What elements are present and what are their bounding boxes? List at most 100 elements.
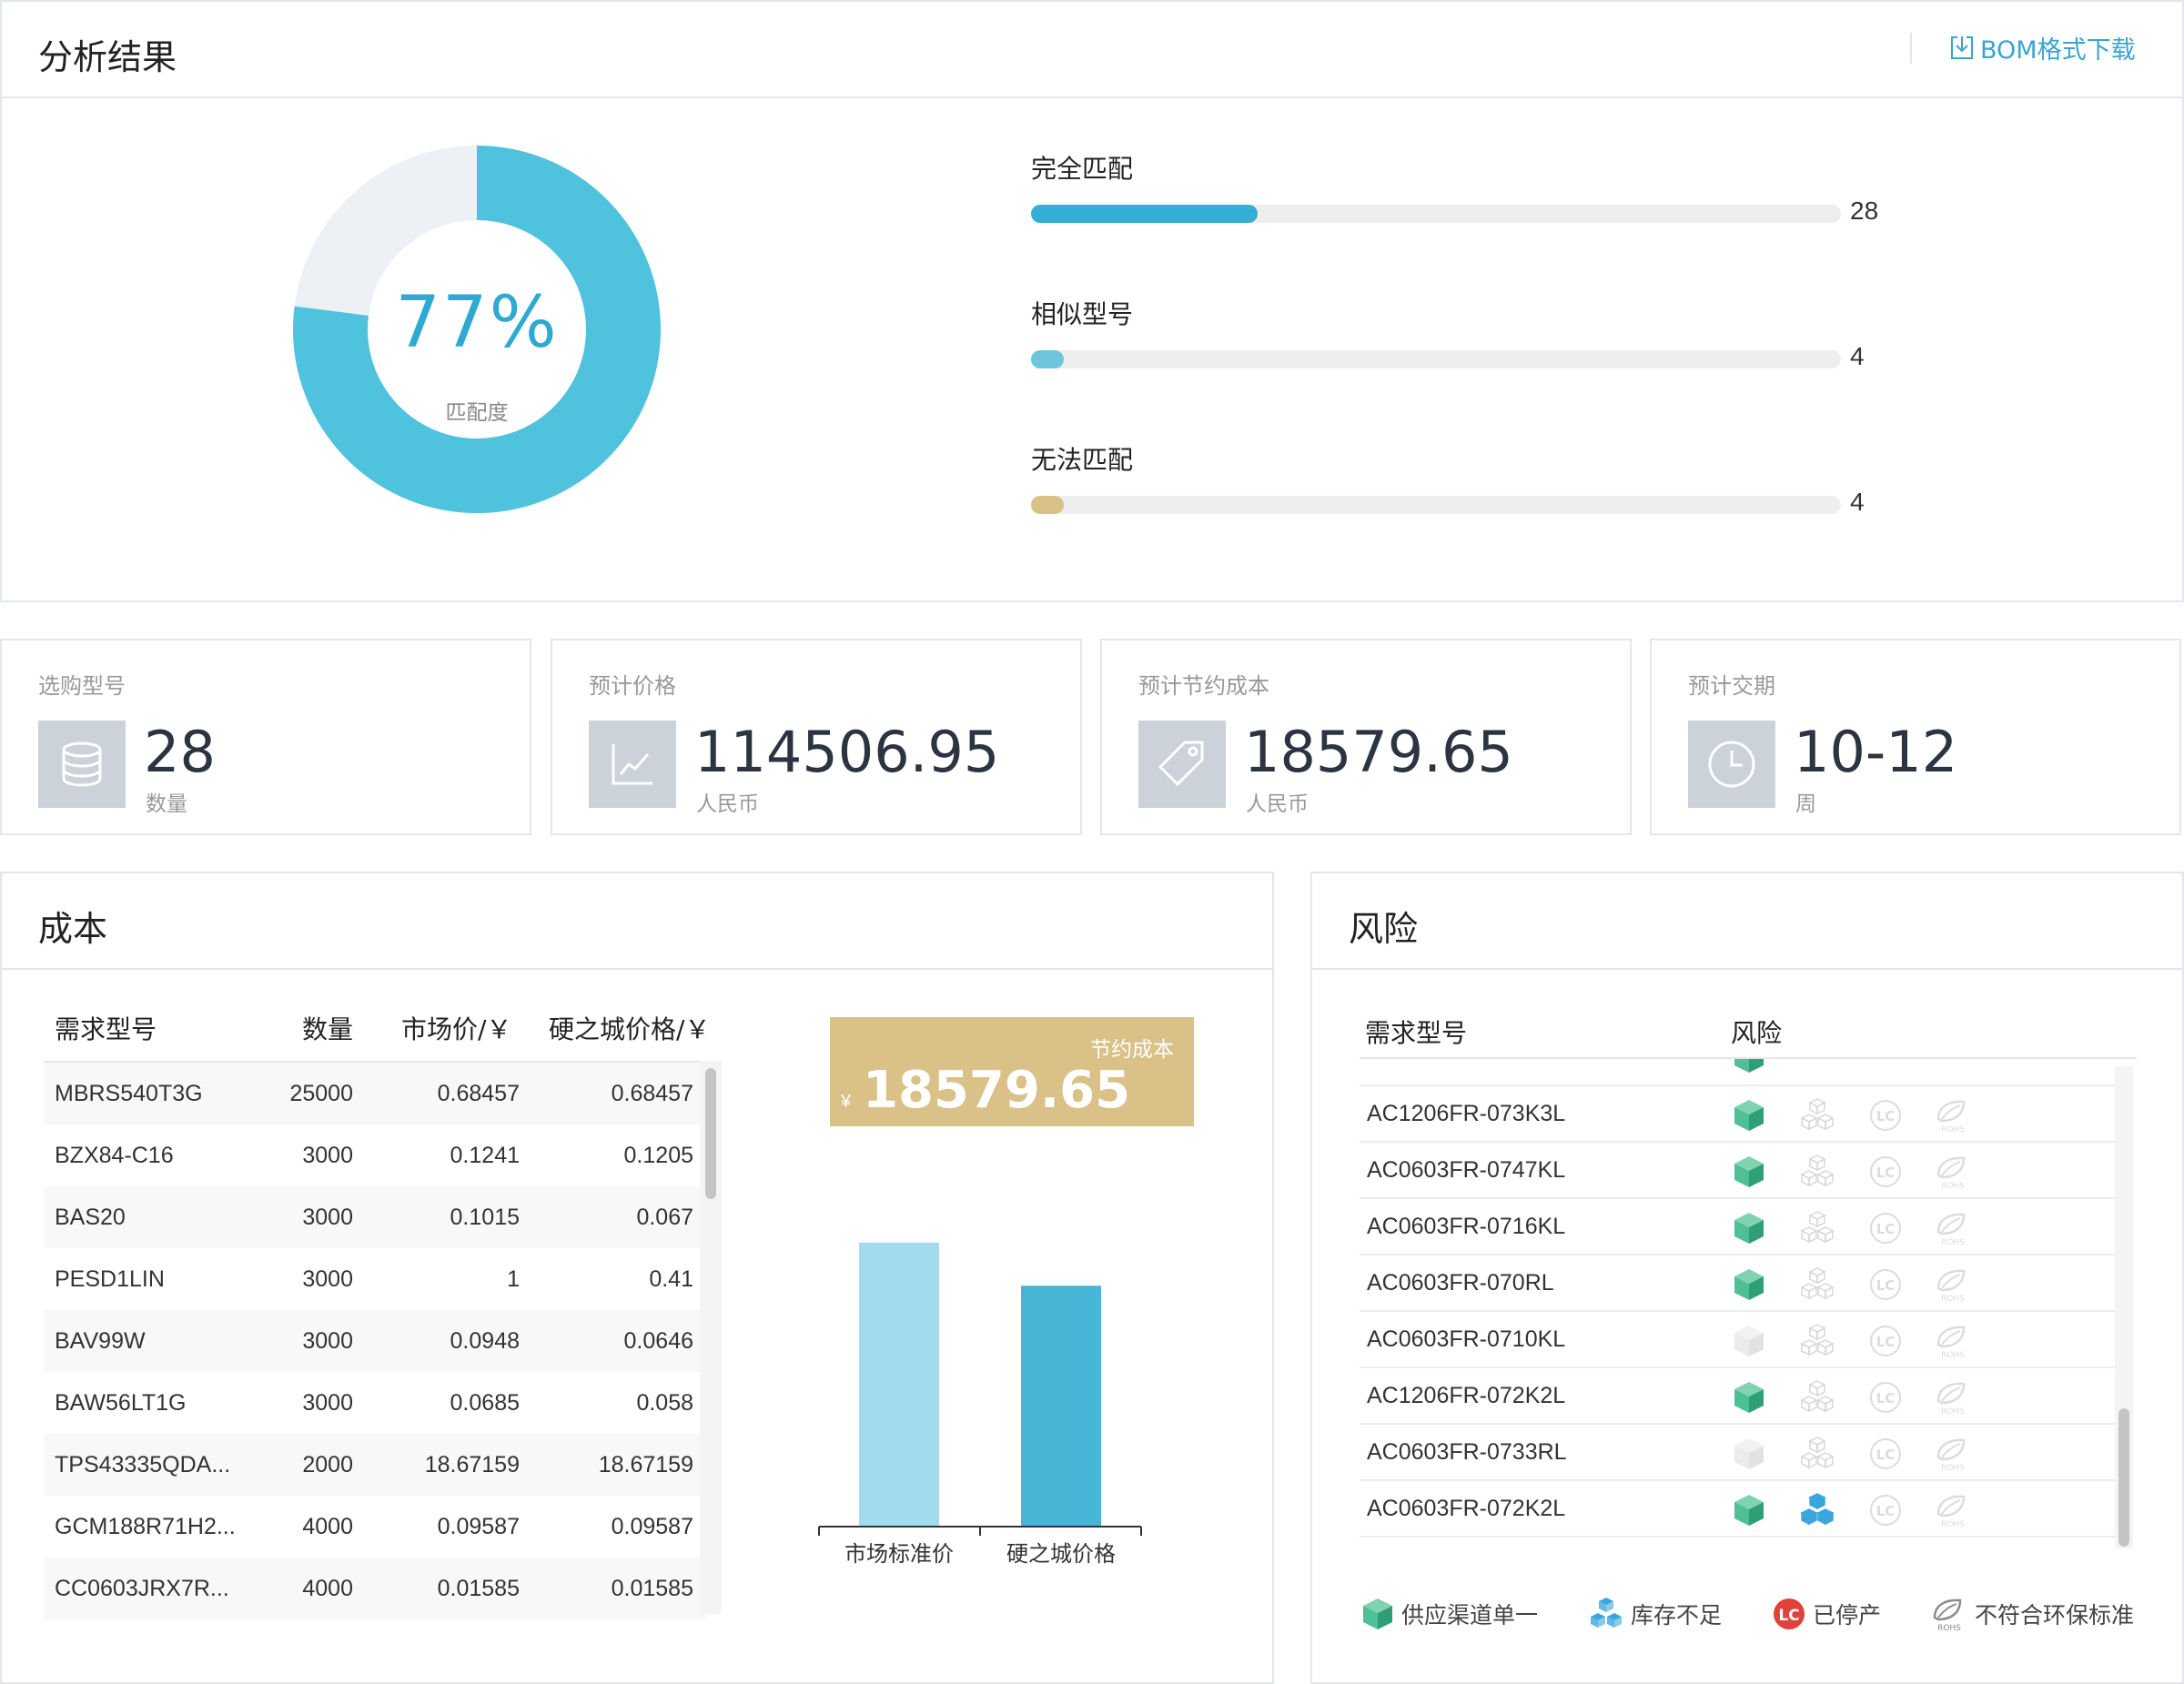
chart-bar bbox=[859, 1242, 939, 1527]
low-stock-icon bbox=[1798, 1323, 1835, 1359]
risk-scrollbar-thumb[interactable] bbox=[2118, 1408, 2129, 1547]
table-row[interactable]: BAW56LT1G 3000 0.0685 0.058 bbox=[44, 1372, 706, 1434]
risk-part-number: AC0603FR-0716KL bbox=[1367, 1214, 1566, 1239]
cell-market-price: 18.67159 bbox=[424, 1452, 520, 1477]
match-bar-track bbox=[1031, 350, 1841, 368]
discontinued-lc-icon: LC bbox=[1867, 1492, 1904, 1528]
rohs-leaf-icon: ROHS bbox=[1933, 1492, 1969, 1529]
stat-label: 预计价格 bbox=[589, 673, 676, 699]
legend-label: 不符合环保标准 bbox=[1975, 1602, 2135, 1629]
risk-part-number: AC0603FR-070RL bbox=[1367, 1270, 1554, 1296]
column-header: 需求型号 bbox=[55, 1014, 157, 1044]
match-label: 无法匹配 bbox=[1031, 445, 1134, 475]
risk-row[interactable]: AC0603FR-0716KL LC ROHS bbox=[1360, 1199, 2133, 1255]
svg-text:ROHS: ROHS bbox=[1941, 1238, 1965, 1246]
chart-category-label: 市场标准价 bbox=[844, 1541, 954, 1567]
rohs-leaf-icon: ROHS bbox=[1933, 1210, 1969, 1247]
single-source-icon bbox=[1731, 1097, 1767, 1134]
table-header-divider bbox=[44, 1061, 721, 1063]
table-row[interactable]: BAS20 3000 0.1015 0.067 bbox=[44, 1186, 706, 1248]
risk-row[interactable]: AC1206FR-072K2L LC ROHS bbox=[1360, 1368, 2133, 1425]
column-header: 硬之城价格/￥ bbox=[549, 1014, 711, 1044]
low-stock-icon bbox=[1798, 1154, 1835, 1190]
svg-text:LC: LC bbox=[1778, 1607, 1799, 1625]
risk-scrollbar[interactable] bbox=[2115, 1066, 2133, 1548]
discontinued-lc-icon: LC bbox=[1867, 1266, 1904, 1303]
discontinued-lc-icon: LC bbox=[1867, 1379, 1904, 1416]
risk-row[interactable]: AC0603FR-0747KL LC ROHS bbox=[1360, 1143, 2133, 1199]
table-row[interactable]: BZX84-C16 3000 0.1241 0.1205 bbox=[44, 1124, 706, 1186]
risk-panel: 风险 bbox=[1310, 872, 2184, 1684]
cost-scrollbar-thumb[interactable] bbox=[705, 1068, 716, 1199]
svg-text:LC: LC bbox=[1876, 1221, 1896, 1237]
table-row[interactable]: TPS43335QDA... 2000 18.67159 18.67159 bbox=[44, 1434, 706, 1496]
cell-part-number: MBRS540T3G bbox=[55, 1081, 203, 1106]
bom-download-link[interactable]: BOM格式下载 bbox=[1949, 29, 2136, 66]
low-stock-icon bbox=[1798, 1436, 1835, 1472]
cell-quantity: 3000 bbox=[302, 1390, 353, 1416]
single-source-icon bbox=[1731, 1492, 1767, 1528]
stat-icon-box bbox=[1138, 721, 1226, 808]
cell-part-number: BZX84-C16 bbox=[55, 1143, 174, 1168]
risk-row[interactable]: AC1206FR-073K3L LC ROHS bbox=[1360, 1086, 2133, 1143]
cell-market-price: 0.0948 bbox=[450, 1328, 520, 1354]
cell-quantity: 3000 bbox=[302, 1328, 353, 1354]
risk-row[interactable]: AC0603FR-070RL LC ROHS bbox=[1360, 1255, 2133, 1312]
rohs-leaf-icon: ROHS bbox=[1933, 1097, 1969, 1134]
cell-our-price: 0.41 bbox=[649, 1266, 693, 1292]
cost-title: 成本 bbox=[38, 909, 108, 949]
risk-part-number: AC0603FR-0747KL bbox=[1367, 1157, 1566, 1183]
rohs-leaf-icon: ROHS bbox=[1933, 1266, 1969, 1304]
cell-quantity: 4000 bbox=[302, 1514, 353, 1539]
table-row[interactable]: MBRS540T3G 25000 0.68457 0.68457 bbox=[44, 1063, 706, 1124]
svg-text:ROHS: ROHS bbox=[1941, 1520, 1965, 1528]
cell-part-number: BAV99W bbox=[55, 1328, 146, 1354]
risk-row[interactable]: AC0603FR-0733RL LC ROHS bbox=[1360, 1425, 2133, 1481]
savings-currency: ¥ bbox=[841, 1092, 852, 1112]
single-source-icon bbox=[1731, 1436, 1767, 1472]
stat-icon-box bbox=[1688, 721, 1775, 808]
risk-part-number: AC1206FR-073K3L bbox=[1367, 1101, 1566, 1126]
cell-market-price: 1 bbox=[507, 1266, 520, 1292]
table-row[interactable]: GCM188R71H2... 4000 0.09587 0.09587 bbox=[44, 1496, 706, 1558]
svg-text:ROHS: ROHS bbox=[1941, 1407, 1965, 1416]
cell-market-price: 0.0685 bbox=[450, 1390, 520, 1416]
table-row[interactable]: PESD1LIN 3000 1 0.41 bbox=[44, 1248, 706, 1310]
cell-quantity: 2000 bbox=[302, 1452, 353, 1477]
price-tag-icon bbox=[1158, 741, 1204, 786]
chart-category-label: 硬之城价格 bbox=[1006, 1541, 1116, 1567]
cell-our-price: 0.09587 bbox=[611, 1514, 693, 1539]
svg-text:LC: LC bbox=[1876, 1390, 1896, 1407]
single-source-icon bbox=[1363, 1598, 1392, 1629]
stat-unit: 人民币 bbox=[696, 792, 759, 816]
risk-row[interactable]: AC0603FR-0710KL LC ROHS bbox=[1360, 1312, 2133, 1368]
risk-header-divider bbox=[1360, 1057, 2137, 1059]
stat-label: 预计节约成本 bbox=[1138, 673, 1269, 699]
cost-panel: 成本 bbox=[0, 872, 1274, 1684]
svg-text:LC: LC bbox=[1876, 1447, 1896, 1463]
legend-discontinued: LC 已停产 bbox=[1771, 1596, 1881, 1632]
cost-scrollbar[interactable] bbox=[700, 1061, 722, 1614]
legend-rohs: ROHS 不符合环保标准 bbox=[1929, 1596, 2134, 1632]
risk-part-number: AC0603FR-0710KL bbox=[1367, 1326, 1566, 1352]
table-row[interactable]: BAV99W 3000 0.0948 0.0646 bbox=[44, 1310, 706, 1372]
legend-label: 已停产 bbox=[1813, 1602, 1882, 1629]
chart-bar bbox=[1021, 1286, 1101, 1527]
match-donut: 77% 匹配度 bbox=[293, 146, 661, 513]
table-row[interactable]: CC0603JRX7R... 4000 0.01585 0.01585 bbox=[44, 1558, 706, 1619]
savings-label: 节约成本 bbox=[1090, 1038, 1174, 1062]
rohs-leaf-icon: ROHS bbox=[1933, 1598, 1962, 1632]
rohs-leaf-icon: ROHS bbox=[1933, 1323, 1969, 1360]
match-row-similar: 相似型号 4 bbox=[1031, 295, 1886, 395]
savings-box: 节约成本 ¥ 18579.65 bbox=[830, 1017, 1194, 1126]
stat-unit: 周 bbox=[1795, 792, 1816, 816]
legend-single-source: 供应渠道单一 bbox=[1360, 1596, 1538, 1632]
stat-card-leadtime: 预计交期 10-12 周 bbox=[1650, 639, 2181, 835]
rohs-leaf-icon: ROHS bbox=[1933, 1436, 1969, 1473]
match-count: 28 bbox=[1850, 197, 1879, 225]
risk-row[interactable]: AC0603FR-072K2L LC ROHS bbox=[1360, 1481, 2133, 1538]
single-source-icon bbox=[1731, 1210, 1767, 1246]
low-stock-icon bbox=[1591, 1598, 1622, 1628]
single-source-icon bbox=[1731, 1266, 1767, 1303]
low-stock-icon bbox=[1798, 1492, 1835, 1528]
